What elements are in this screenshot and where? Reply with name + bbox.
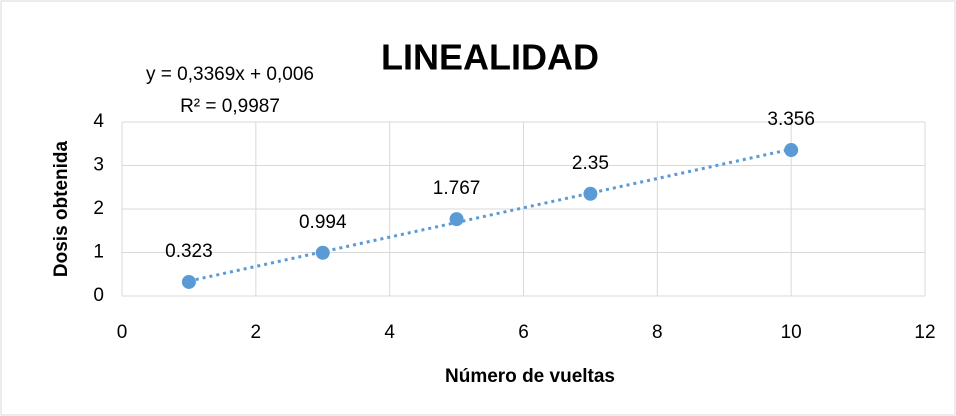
x-tick-label: 12 <box>914 322 935 343</box>
trendline-equation: y = 0,3369x + 0,006 <box>146 64 314 85</box>
y-tick-label: 4 <box>93 111 104 132</box>
x-axis-title: Número de vueltas <box>445 366 615 387</box>
point <box>181 274 196 289</box>
x-tick-label: 10 <box>781 322 802 343</box>
data-label: 0.323 <box>165 241 213 262</box>
y-tick-label: 2 <box>93 198 104 219</box>
x-tick-label: 6 <box>518 322 529 343</box>
y-tick-label: 0 <box>93 285 104 306</box>
x-tick-label: 0 <box>117 322 128 343</box>
y-tick-label: 3 <box>93 155 104 176</box>
point <box>583 186 598 201</box>
point <box>784 143 799 158</box>
data-label: 3.356 <box>767 109 815 130</box>
data-label: 1.767 <box>433 178 481 199</box>
trendline <box>188 147 792 283</box>
chart-title: LINEALIDAD <box>381 37 599 78</box>
x-tick-label: 4 <box>384 322 395 343</box>
point <box>315 245 330 260</box>
x-tick-label: 2 <box>251 322 262 343</box>
data-label: 2.35 <box>572 153 609 174</box>
y-tick-label: 1 <box>93 242 104 263</box>
data-label: 0.994 <box>299 212 347 233</box>
trendline-r2: R² = 0,9987 <box>180 96 280 117</box>
x-tick-label: 8 <box>652 322 663 343</box>
point <box>449 212 464 227</box>
y-axis-title: Dosis obtenida <box>51 140 72 277</box>
